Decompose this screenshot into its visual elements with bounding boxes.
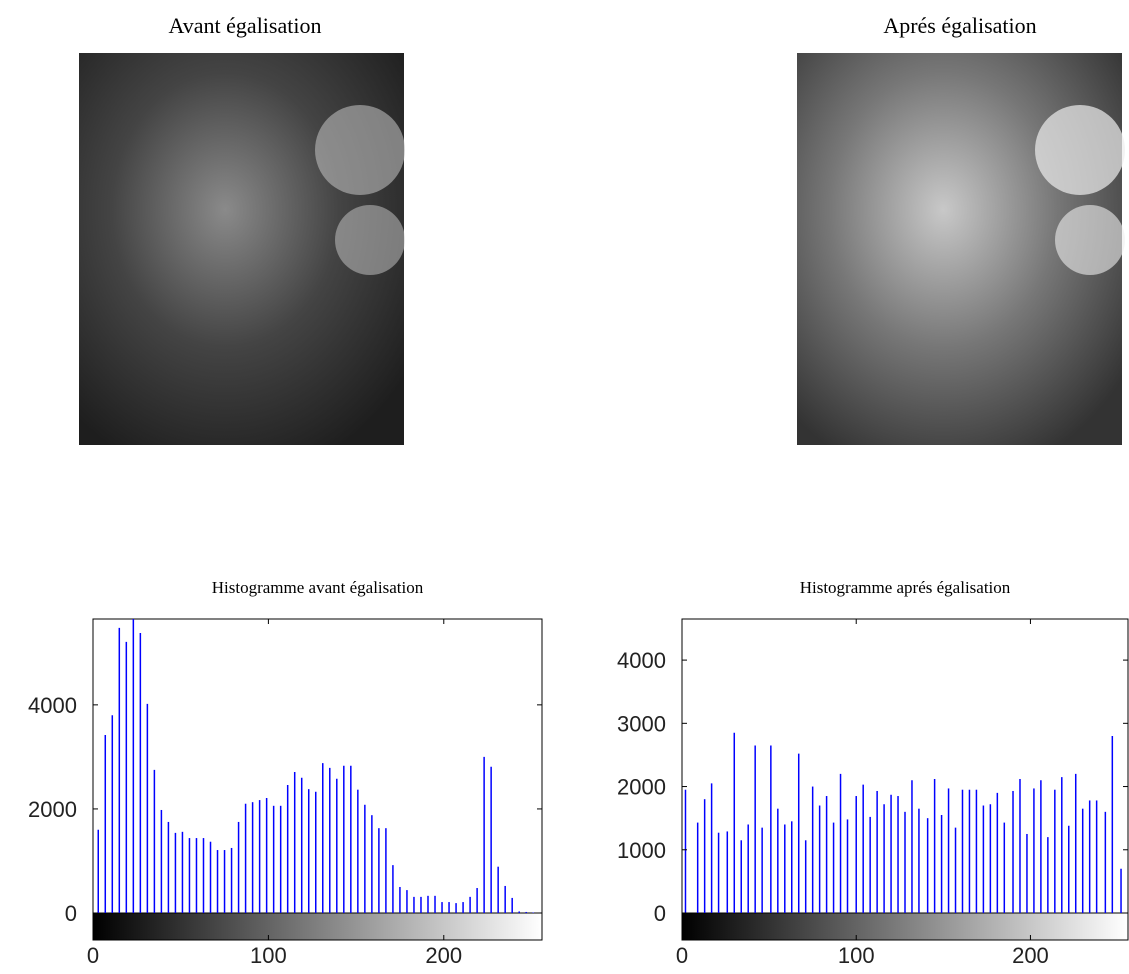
- photo-bokeh: [1055, 205, 1125, 275]
- chart-title: Histogramme avant égalisation: [212, 578, 424, 597]
- image-title: Aprés égalisation: [883, 13, 1036, 38]
- colorbar: [682, 913, 1128, 940]
- y-tick-label: 0: [65, 901, 77, 926]
- x-tick-label: 100: [250, 943, 287, 968]
- y-tick-label: 0: [654, 901, 666, 926]
- figure: Avant égalisation Aprés égalisation Hist…: [0, 0, 1129, 974]
- x-tick-label: 0: [676, 943, 688, 968]
- y-tick-label: 4000: [617, 648, 666, 673]
- x-tick-label: 200: [425, 943, 462, 968]
- colorbar: [93, 913, 542, 940]
- image-title: Avant égalisation: [169, 13, 322, 38]
- y-tick-label: 2000: [28, 797, 77, 822]
- photo-bokeh: [335, 205, 405, 275]
- x-tick-label: 100: [838, 943, 875, 968]
- x-tick-label: 200: [1012, 943, 1049, 968]
- y-tick-label: 2000: [617, 775, 666, 800]
- photo-bokeh: [315, 105, 405, 195]
- y-tick-label: 4000: [28, 693, 77, 718]
- photo-bokeh: [1035, 105, 1125, 195]
- plot-frame: [93, 619, 542, 913]
- y-tick-label: 3000: [617, 711, 666, 736]
- y-tick-label: 1000: [617, 838, 666, 863]
- chart-title: Histogramme aprés égalisation: [800, 578, 1011, 597]
- x-tick-label: 0: [87, 943, 99, 968]
